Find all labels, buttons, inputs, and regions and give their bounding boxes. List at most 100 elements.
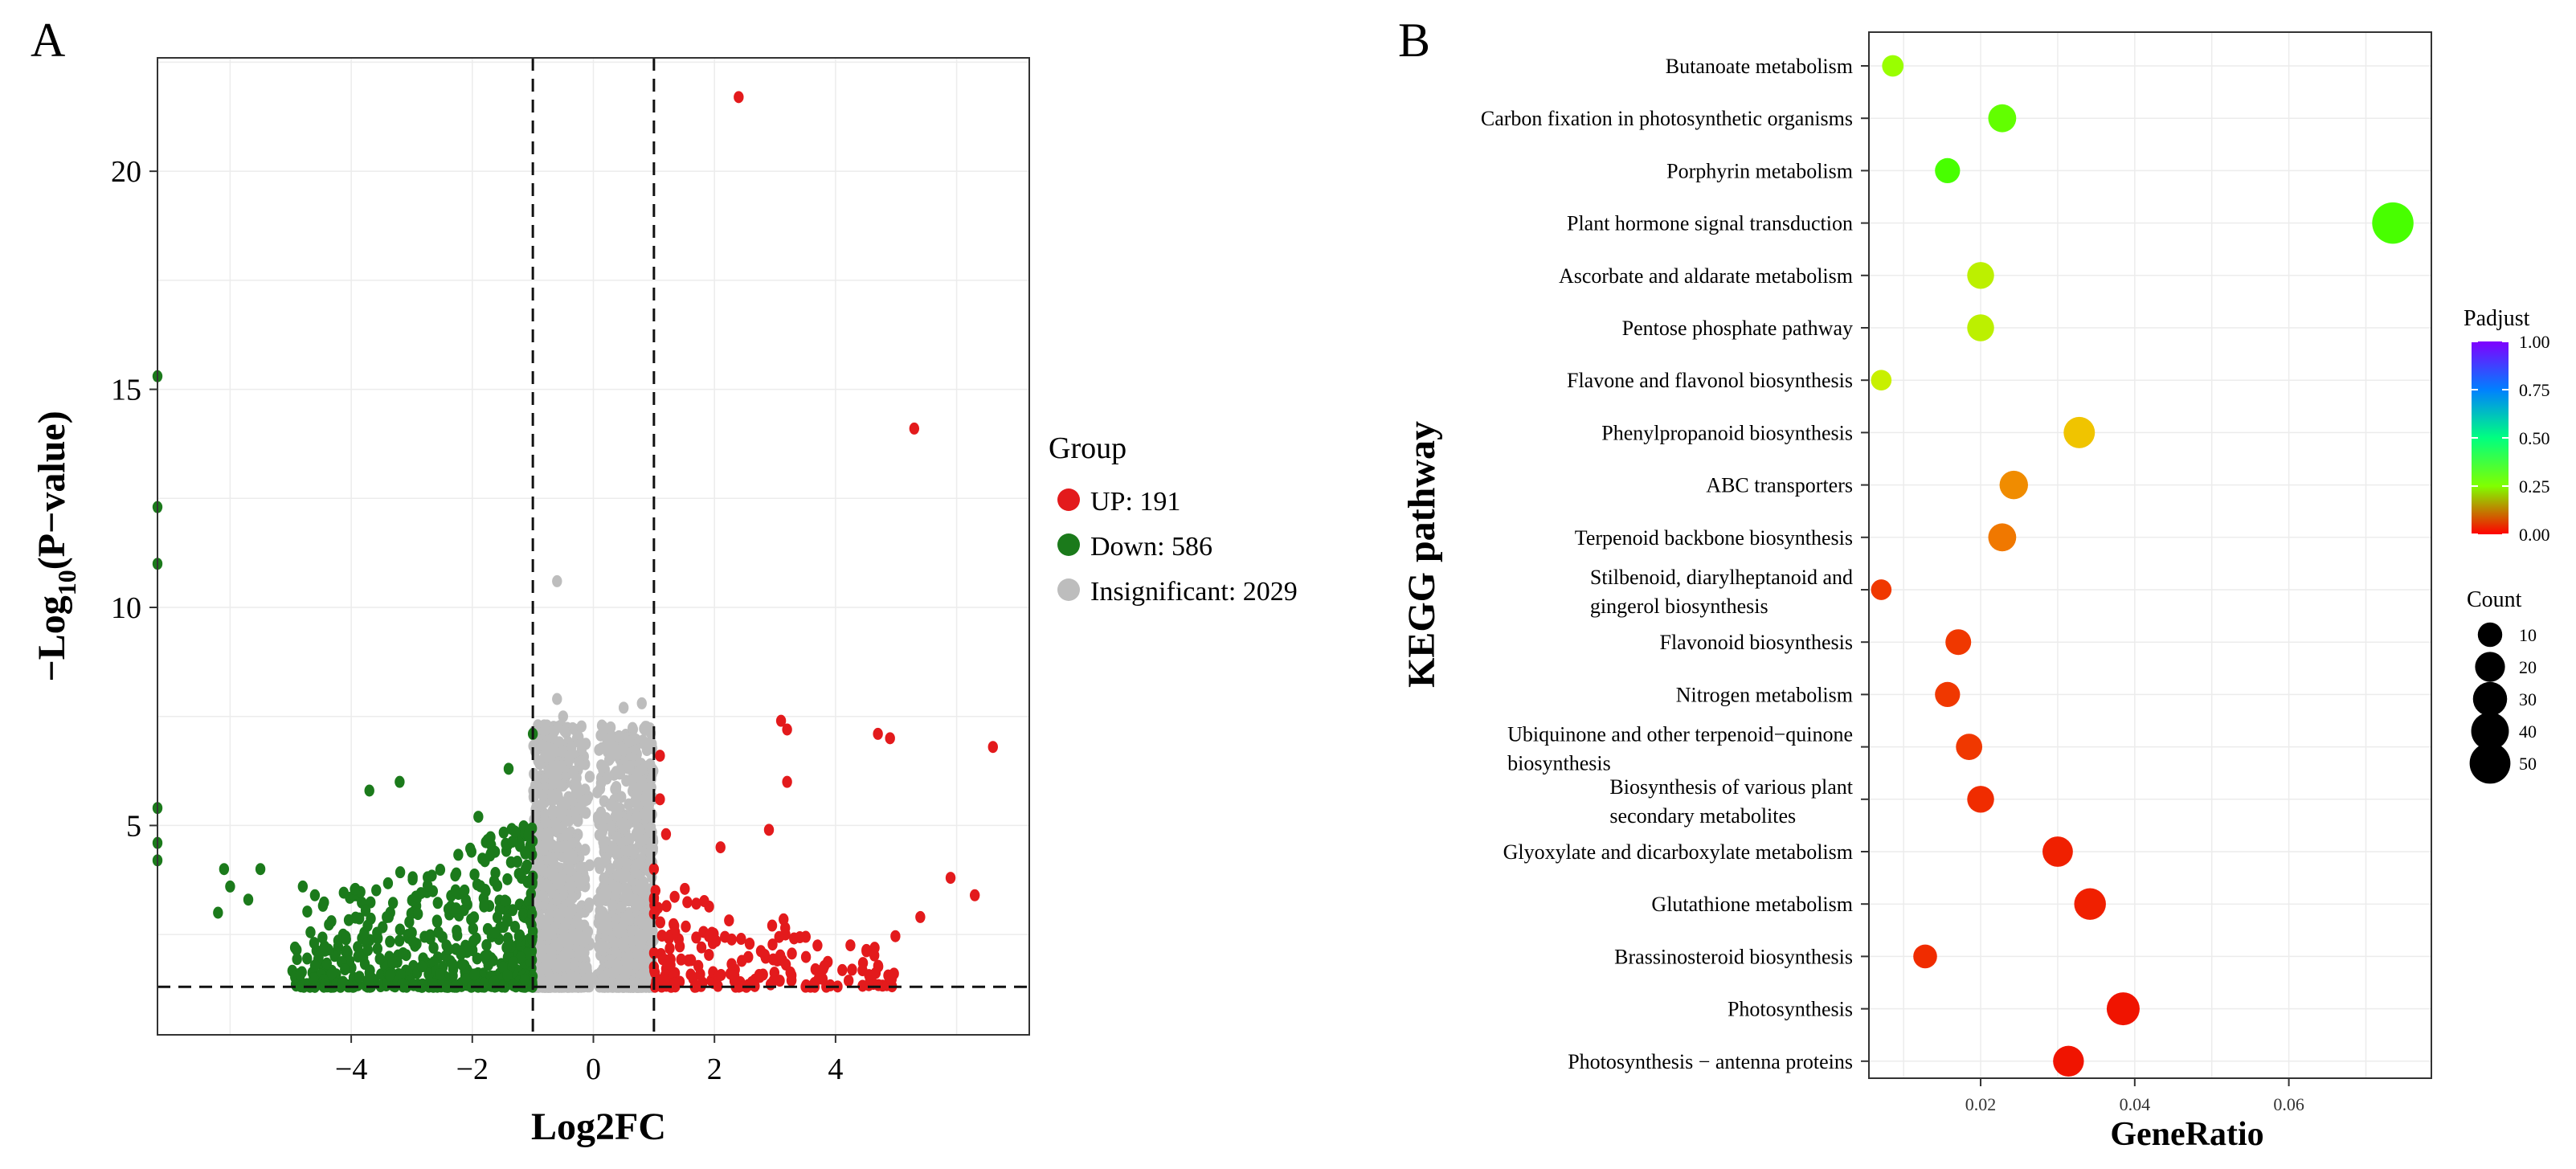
volcano-point-insignificant <box>618 701 629 714</box>
volcano-point-insignificant <box>574 861 586 874</box>
volcano-point-insignificant <box>574 873 584 885</box>
volcano-legend-label: Insignificant: 2029 <box>1090 577 1298 607</box>
volcano-point-insignificant <box>579 935 589 948</box>
volcano-point-up <box>734 91 744 104</box>
kegg-pathway-label: Flavone and flavonol biosynthesis <box>1567 369 1853 392</box>
volcano-threshold-lines <box>157 58 1029 1035</box>
volcano-point-insignificant <box>582 961 592 974</box>
volcano-point-down <box>354 971 365 983</box>
volcano-point-down <box>502 969 513 982</box>
volcano-point-down <box>341 944 352 957</box>
panel-a-label: A <box>31 14 65 67</box>
volcano-point-down <box>397 978 407 991</box>
volcano-point-up <box>670 977 681 990</box>
volcano-point-insignificant <box>601 811 611 824</box>
kegg-pathway-label: Carbon fixation in photosynthetic organi… <box>1481 107 1853 130</box>
volcano-point-down <box>219 863 230 876</box>
volcano-point-down <box>337 975 349 988</box>
volcano-point-insignificant <box>634 950 645 963</box>
volcano-point-insignificant <box>558 922 569 935</box>
volcano-point-down <box>456 948 466 961</box>
count-legend-title: Count <box>2467 587 2522 612</box>
volcano-point-insignificant <box>566 848 578 861</box>
volcano-point-up <box>861 943 872 956</box>
volcano-point-insignificant <box>624 735 635 748</box>
volcano-point-down <box>309 889 321 901</box>
kegg-pathway-label: Glutathione metabolism <box>1651 893 1853 916</box>
volcano-point-down <box>427 978 438 991</box>
volcano-point-insignificant <box>568 765 579 778</box>
volcano-point-down <box>317 931 328 944</box>
volcano-point-up <box>674 940 685 953</box>
volcano-point-up <box>726 958 737 971</box>
volcano-point-down <box>412 908 423 921</box>
count-legend-dot <box>2475 652 2505 682</box>
volcano-point-insignificant <box>632 783 644 795</box>
volcano-point-down <box>398 946 408 959</box>
volcano-point-down <box>516 872 527 885</box>
volcano-point-up <box>715 841 726 854</box>
volcano-point-up <box>661 900 672 913</box>
volcano-point-insignificant <box>611 780 622 793</box>
kegg-bubble <box>1967 262 1994 289</box>
volcano-point-insignificant <box>613 882 624 895</box>
padjust-tick-label: 0.00 <box>2519 525 2550 545</box>
volcano-point-insignificant <box>536 799 547 811</box>
kegg-pathway-labels: Butanoate metabolism Carbon fixation in p… <box>1481 55 1869 1073</box>
volcano-point-down <box>503 762 514 775</box>
kegg-bubble <box>2372 202 2414 244</box>
volcano-point-insignificant <box>612 858 623 871</box>
volcano-point-up <box>767 938 778 951</box>
volcano-x-tick-label: 2 <box>707 1053 722 1086</box>
volcano-y-tick-label: 10 <box>111 591 141 625</box>
volcano-point-up <box>649 964 660 977</box>
kegg-pathway-label: Photosynthesis <box>1728 998 1853 1021</box>
volcano-point-up <box>801 979 812 991</box>
padjust-legend: Padjust 1.00 0.75 0.50 0.25 0.00 <box>2464 306 2550 545</box>
volcano-point-up <box>825 979 836 991</box>
volcano-point-down <box>459 884 470 897</box>
kegg-pathway-label: Butanoate metabolism <box>1666 55 1853 78</box>
volcano-point-up <box>873 727 883 740</box>
volcano-x-tick-label: −2 <box>456 1053 489 1086</box>
volcano-point-down <box>444 942 454 955</box>
volcano-point-insignificant <box>548 777 558 790</box>
volcano-point-down <box>417 978 428 991</box>
volcano-point-insignificant <box>540 723 550 736</box>
volcano-x-axis-label: Log2FC <box>531 1106 666 1148</box>
volcano-point-up <box>763 824 775 836</box>
volcano-point-insignificant <box>647 836 657 849</box>
volcano-point-up <box>987 741 998 754</box>
volcano-point-insignificant <box>597 825 608 838</box>
volcano-point-up <box>845 939 856 952</box>
volcano-point-insignificant <box>571 786 583 799</box>
count-legend-label: 30 <box>2519 689 2537 709</box>
volcano-point-insignificant <box>584 770 595 783</box>
volcano-point-up <box>695 967 705 980</box>
panel-b-label: B <box>1398 14 1430 67</box>
volcano-point-insignificant <box>611 766 621 779</box>
volcano-x-tick-label: −4 <box>335 1053 367 1086</box>
volcano-point-insignificant <box>565 931 575 944</box>
padjust-tick-label: 0.25 <box>2519 476 2550 497</box>
volcano-point-down <box>302 905 313 918</box>
count-legend-label: 50 <box>2519 754 2537 774</box>
volcano-point-insignificant <box>566 741 577 754</box>
volcano-point-up <box>909 422 920 435</box>
volcano-point-down <box>309 972 319 985</box>
kegg-pathway-label-cont: gingerol biosynthesis <box>1590 595 1768 618</box>
volcano-point-up <box>680 882 690 895</box>
volcano-point-down <box>468 922 479 935</box>
volcano-point-down <box>497 960 508 973</box>
kegg-bubble <box>1935 681 1961 708</box>
volcano-point-down <box>465 842 476 855</box>
volcano-point-down <box>360 904 371 917</box>
volcano-point-down <box>515 951 526 964</box>
kegg-pathway-label: Flavonoid biosynthesis <box>1659 631 1853 654</box>
volcano-point-insignificant <box>540 750 550 762</box>
volcano-point-insignificant <box>547 731 558 744</box>
volcano-point-down <box>480 950 490 963</box>
volcano-point-insignificant <box>636 914 647 927</box>
volcano-point-up <box>691 897 701 910</box>
